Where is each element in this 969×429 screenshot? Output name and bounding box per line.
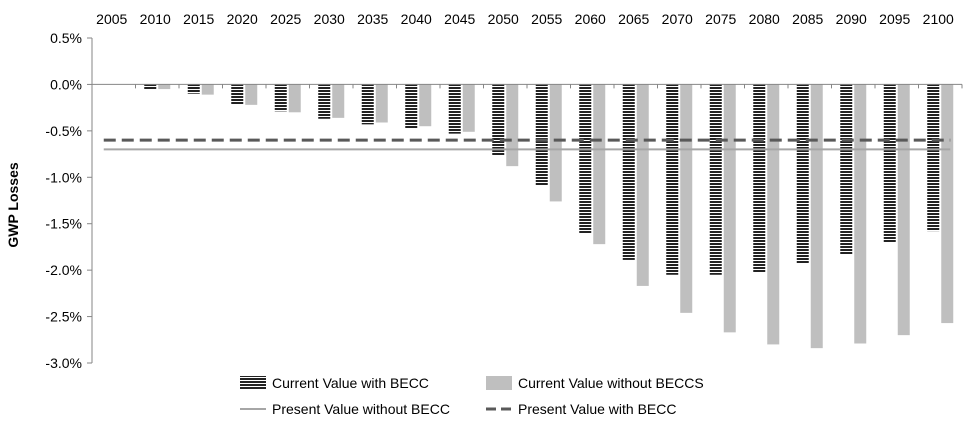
bar-without-beccs [941, 84, 954, 324]
bar-without-beccs [854, 84, 867, 344]
plot-area [103, 84, 954, 349]
bar-without-beccs [636, 84, 649, 286]
bar-with-becc [535, 84, 548, 186]
bar-with-becc [666, 84, 679, 275]
y-axis: 0.5% 0.0% -0.5% -1.0% -1.5% -2.0% -2.5% -3.0% [45, 30, 93, 371]
legend: Current Value with BECC Current Value wit… [240, 375, 704, 417]
x-tick-label: 2005 [96, 11, 127, 27]
x-tick-label: 2065 [618, 11, 649, 27]
x-tick-label: 2015 [183, 11, 214, 27]
bar-with-becc [144, 84, 157, 90]
bar-without-beccs [593, 84, 606, 245]
legend-label: Present Value without BECC [272, 401, 450, 417]
x-tick-label: 2080 [749, 11, 780, 27]
bar-without-beccs [419, 84, 432, 127]
bar-with-becc [579, 84, 592, 233]
bar-without-beccs [680, 84, 693, 313]
bar-without-beccs [245, 84, 258, 105]
bar-with-becc [796, 84, 809, 264]
bar-with-becc [318, 84, 331, 119]
x-tick-label: 2075 [705, 11, 736, 27]
bar-without-beccs [723, 84, 736, 333]
bar-without-beccs [332, 84, 345, 118]
y-tick-label: -2.0% [45, 262, 82, 278]
x-tick-label: 2040 [401, 11, 432, 27]
bar-with-becc [361, 84, 374, 125]
x-tick-label: 2060 [575, 11, 606, 27]
x-tick-label: 2035 [357, 11, 388, 27]
y-tick-label: -3.0% [45, 355, 82, 371]
bar-with-becc [709, 84, 722, 275]
x-tick-label: 2070 [662, 11, 693, 27]
bar-with-becc [405, 84, 418, 129]
x-tick-label: 2090 [836, 11, 867, 27]
y-tick-label: -2.5% [45, 309, 82, 325]
x-axis: 2005 2010 2015 2020 2025 2030 2035 2040 2045 2050… [92, 11, 963, 89]
bar-without-beccs [462, 84, 475, 132]
bar-with-becc [492, 84, 505, 156]
bar-with-becc [274, 84, 287, 112]
legend-label: Present Value with BECC [518, 401, 676, 417]
legend-label: Current Value without BECCS [518, 375, 704, 391]
bar-with-becc [187, 84, 200, 94]
legend-swatch [486, 376, 512, 390]
bar-with-becc [927, 84, 940, 232]
y-tick-label: 0.5% [50, 30, 82, 46]
x-tick-label: 2050 [488, 11, 519, 27]
bar-with-becc [448, 84, 461, 134]
x-tick-label: 2085 [792, 11, 823, 27]
bar-without-beccs [506, 84, 519, 167]
bar-with-becc [753, 84, 766, 272]
bar-without-beccs [767, 84, 780, 345]
legend-label: Current Value with BECC [272, 375, 429, 391]
y-tick-label: 0.0% [50, 76, 82, 92]
y-tick-label: -1.5% [45, 216, 82, 232]
x-tick-label: 2025 [270, 11, 301, 27]
y-tick-label: -1.0% [45, 169, 82, 185]
y-tick-label: -0.5% [45, 123, 82, 139]
bar-with-becc [622, 84, 635, 260]
x-tick-label: 2045 [444, 11, 475, 27]
bar-with-becc [231, 84, 244, 105]
x-tick-label: 2055 [531, 11, 562, 27]
x-tick-label: 2030 [314, 11, 345, 27]
bar-without-beccs [810, 84, 823, 349]
bar-without-beccs [549, 84, 562, 202]
x-tick-label: 2095 [879, 11, 910, 27]
bar-with-becc [883, 84, 896, 243]
bar-with-becc [840, 84, 853, 255]
x-tick-label: 2010 [140, 11, 171, 27]
bar-without-beccs [158, 84, 171, 90]
legend-swatch [240, 376, 266, 390]
bar-without-beccs [201, 84, 214, 95]
bar-without-beccs [897, 84, 910, 336]
x-tick-label: 2100 [923, 11, 954, 27]
bar-without-beccs [375, 84, 388, 123]
bar-without-beccs [288, 84, 301, 113]
x-tick-label: 2020 [227, 11, 258, 27]
y-axis-title: GWP Losses [5, 162, 21, 248]
